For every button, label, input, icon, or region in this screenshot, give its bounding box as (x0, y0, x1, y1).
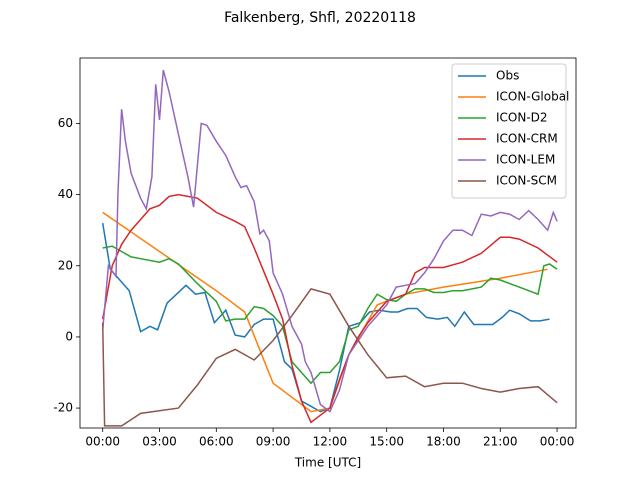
series-line (101, 288, 558, 427)
legend-label: ICON-D2 (496, 111, 548, 125)
x-tick-label: 18:00 (426, 435, 461, 449)
x-tick-label: 12:00 (313, 435, 348, 449)
y-tick-label: 20 (58, 258, 73, 272)
chart-title: Falkenberg, Shfl, 20220118 (224, 10, 416, 26)
x-axis-label: Time [UTC] (294, 456, 361, 470)
series-line (101, 193, 558, 424)
x-tick-label: 00:00 (540, 435, 575, 449)
x-tick-label: 09:00 (256, 435, 291, 449)
legend: Obs ICON-Global ICON-D2 ICON-CRM ICON-LEM ICO… (451, 63, 569, 199)
x-tick-label: 21:00 (483, 435, 518, 449)
legend-label: ICON-SCM (496, 174, 557, 188)
legend-label: ICON-CRM (496, 132, 558, 146)
x-tick-label: 15:00 (369, 435, 404, 449)
y-tick-label: 0 (65, 329, 73, 343)
x-tick-label: 00:00 (85, 435, 120, 449)
series-line (101, 69, 558, 413)
series-line (102, 211, 548, 413)
series-line (101, 222, 550, 413)
legend-label: Obs (496, 69, 519, 83)
legend-label: ICON-Global (496, 90, 569, 104)
y-tick-label: 40 (58, 187, 73, 201)
y-tick-label: 60 (58, 116, 73, 130)
series-line (102, 245, 558, 385)
x-tick-label: 06:00 (199, 435, 234, 449)
legend-label: ICON-LEM (496, 153, 555, 167)
plot-frame (79, 57, 577, 429)
x-tick-label: 03:00 (142, 435, 177, 449)
y-tick-label: -20 (53, 401, 73, 415)
